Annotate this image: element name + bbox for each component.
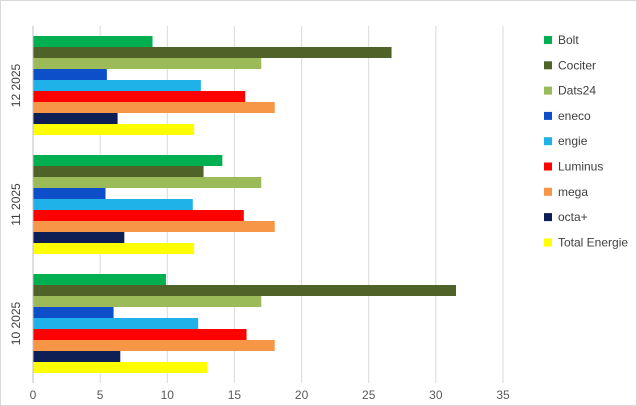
legend-swatch [544, 86, 552, 95]
legend-swatch [544, 162, 552, 171]
legend-label: octa+ [558, 210, 588, 224]
legend-label: Bolt [558, 33, 579, 47]
legend-swatch [544, 36, 552, 44]
bar-mega-12-2025 [33, 102, 275, 113]
bar-eneco-12-2025 [33, 69, 107, 80]
x-tick-label: 25 [362, 388, 376, 402]
bar-eneco-11-2025 [33, 188, 106, 199]
bar-luminus-10-2025 [33, 329, 247, 340]
legend-label: mega [558, 185, 588, 199]
bar-mega-11-2025 [33, 221, 275, 232]
legend-label: Luminus [558, 160, 603, 174]
x-tick-label: 15 [228, 388, 242, 402]
legend-swatch [544, 137, 552, 146]
bar-octa--12-2025 [33, 113, 118, 124]
bar-luminus-12-2025 [33, 91, 246, 102]
legend-label: Cociter [558, 58, 596, 72]
bar-bolt-10-2025 [33, 274, 166, 285]
legend-label: engie [558, 134, 588, 148]
bar-total-energie-11-2025 [33, 243, 195, 254]
legend-item: Cociter [544, 58, 596, 72]
legend-item: engie [544, 134, 588, 148]
bar-dats24-12-2025 [33, 58, 262, 69]
axes: 0 5 10 15 20 25 30 35 10 2025 11 2025 12 2025 [9, 26, 510, 402]
legend-item: eneco [544, 109, 591, 123]
bar-cociter-10-2025 [33, 285, 456, 296]
legend-item: octa+ [544, 210, 588, 224]
legend-swatch [544, 187, 552, 196]
bar-cociter-12-2025 [33, 47, 392, 58]
bar-total-energie-10-2025 [33, 362, 208, 373]
bar-mega-10-2025 [33, 340, 275, 351]
legend-label: Dats24 [558, 84, 596, 98]
x-tick-label: 20 [295, 388, 309, 402]
bar-cociter-11-2025 [33, 166, 204, 177]
legend-swatch [544, 238, 552, 247]
x-tick-label: 30 [429, 388, 443, 402]
legend-label: eneco [558, 109, 591, 123]
bar-engie-11-2025 [33, 199, 193, 210]
bar-luminus-11-2025 [33, 210, 244, 221]
bars [33, 36, 456, 373]
x-tick-label: 0 [30, 388, 37, 402]
bar-bolt-12-2025 [33, 36, 153, 47]
bar-dats24-11-2025 [33, 177, 262, 188]
bar-dats24-10-2025 [33, 296, 262, 307]
legend: Bolt Cociter Dats24 eneco engie Luminus mega oc… [544, 33, 628, 249]
x-tick-label: 10 [161, 388, 175, 402]
x-tick-label: 5 [97, 388, 104, 402]
category-label: 12 2025 [9, 63, 23, 107]
legend-item: Luminus [544, 160, 603, 174]
legend-swatch [544, 61, 552, 70]
legend-label: Total Energie [558, 235, 628, 249]
legend-item: mega [544, 185, 588, 199]
legend-item: Dats24 [544, 84, 596, 98]
category-label: 10 2025 [9, 301, 23, 345]
bar-octa--10-2025 [33, 351, 121, 362]
x-tick-label: 35 [496, 388, 510, 402]
bar-engie-10-2025 [33, 318, 199, 329]
legend-item: Total Energie [544, 235, 628, 249]
legend-swatch [544, 111, 552, 120]
bar-eneco-10-2025 [33, 307, 114, 318]
bar-total-energie-12-2025 [33, 124, 195, 135]
bar-engie-12-2025 [33, 80, 201, 91]
legend-swatch [544, 213, 552, 222]
bar-bolt-11-2025 [33, 155, 223, 166]
category-label: 11 2025 [9, 183, 23, 226]
legend-item: Bolt [544, 33, 579, 47]
bar-octa--11-2025 [33, 232, 125, 243]
